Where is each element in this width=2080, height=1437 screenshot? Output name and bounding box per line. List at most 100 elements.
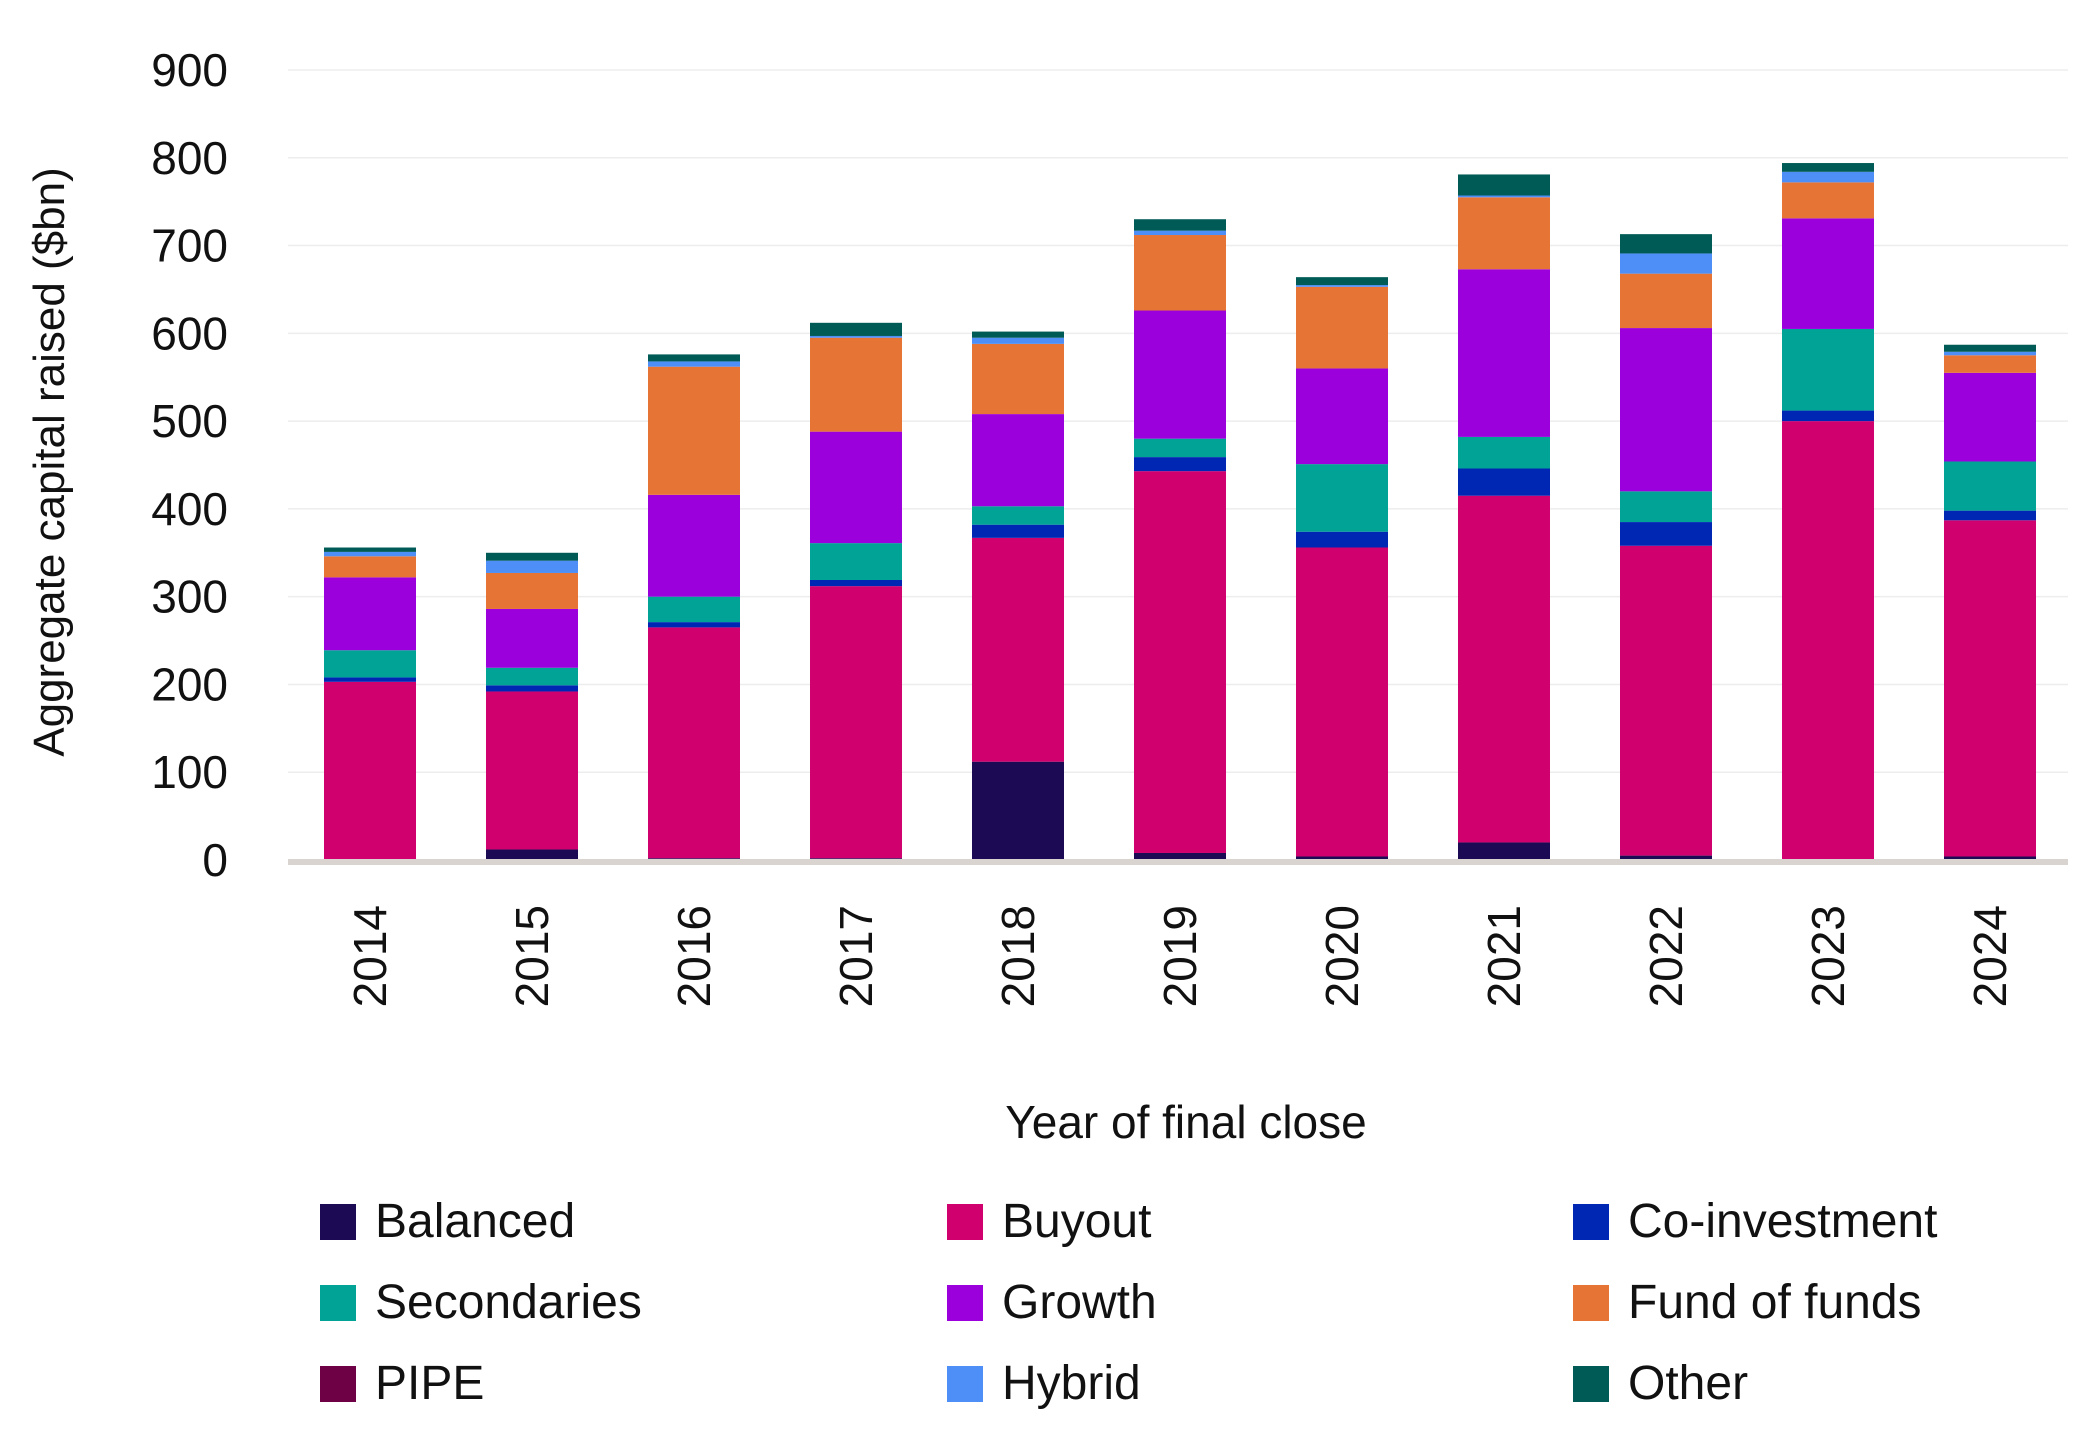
legend-swatch-other [1573,1366,1609,1402]
x-tick-label: 2020 [1316,905,1368,1007]
bar-segment-co-investment-2019 [1134,457,1226,472]
legend-swatch-pipe [320,1366,356,1402]
bar-segment-co-investment-2022 [1620,522,1712,546]
y-tick-label: 900 [151,44,228,96]
bar-segment-balanced-2019 [1134,852,1226,860]
legend-swatch-hybrid [947,1366,983,1402]
bar-segment-other-2014 [324,547,416,552]
bar-segment-secondaries-2018 [972,506,1064,525]
bar-segment-co-investment-2021 [1458,468,1550,496]
bar-segment-hybrid-2023 [1782,171,1874,183]
x-tick-label: 2017 [830,905,882,1007]
y-tick-label: 500 [151,395,228,447]
bar-segment-other-2017 [810,322,902,336]
bar-segment-fund-of-funds-2024 [1944,355,2036,373]
bar-segment-buyout-2020 [1296,547,1388,857]
bar-segment-growth-2015 [486,608,578,668]
bar-segment-other-2020 [1296,277,1388,286]
bar-segment-fund-of-funds-2018 [972,343,1064,415]
bar-segment-co-investment-2015 [486,685,578,692]
bar-segment-buyout-2015 [486,691,578,850]
y-axis-label: Aggregate capital raised ($bn) [25,167,74,756]
bar-segment-other-2016 [648,354,740,362]
y-tick-label: 100 [151,746,228,798]
bar-segment-buyout-2016 [648,627,740,859]
bar-segment-growth-2020 [1296,368,1388,465]
legend-swatch-co-investment [1573,1204,1609,1240]
bar-segment-growth-2023 [1782,218,1874,329]
legend-swatch-balanced [320,1204,356,1240]
x-tick-label: 2021 [1478,905,1530,1007]
bar-segment-fund-of-funds-2014 [324,556,416,578]
legend-label-balanced: Balanced [375,1195,575,1248]
legend-swatch-fund-of-funds [1573,1285,1609,1321]
bar-segment-buyout-2021 [1458,495,1550,843]
bar-segment-growth-2017 [810,431,902,544]
bar-segment-co-investment-2016 [648,622,740,628]
bar-segment-secondaries-2024 [1944,461,2036,511]
x-tick-label: 2023 [1802,905,1854,1007]
bar-segment-buyout-2014 [324,681,416,860]
bar-segment-growth-2024 [1944,372,2036,462]
bar-segment-fund-of-funds-2021 [1458,197,1550,270]
bar-segment-hybrid-2016 [648,361,740,367]
y-tick-label: 300 [151,571,228,623]
legend-label-fund-of-funds: Fund of funds [1628,1276,1922,1329]
bar-segment-other-2022 [1620,234,1712,254]
bar-segment-growth-2014 [324,577,416,651]
x-axis-label: Year of final close [1005,1096,1366,1148]
bar-segment-hybrid-2018 [972,337,1064,344]
bar-segment-hybrid-2019 [1134,230,1226,236]
bar-segment-buyout-2018 [972,537,1064,762]
bar-segment-secondaries-2019 [1134,438,1226,458]
legend-swatch-buyout [947,1204,983,1240]
y-axis-ticks: 0 100 200 300 400 500 600 700 800 900 [151,44,228,886]
x-tick-label: 2019 [1154,905,1206,1007]
bar-segment-hybrid-2021 [1458,195,1550,198]
bar-segment-other-2023 [1782,163,1874,172]
bar-segment-buyout-2024 [1944,520,2036,857]
bar-segment-growth-2019 [1134,310,1226,439]
x-axis-ticks: 2014 2015 2016 2017 2018 2019 2020 2021 2022 2023… [344,905,2016,1007]
legend-swatch-growth [947,1285,983,1321]
legend: Balanced Buyout Co-investment Secondaries Gr… [320,1195,1937,1410]
y-tick-label: 200 [151,658,228,710]
bar-segment-co-investment-2024 [1944,510,2036,521]
bar-segment-secondaries-2016 [648,596,740,623]
bar-segment-balanced-2021 [1458,842,1550,860]
bar-segment-secondaries-2020 [1296,464,1388,532]
bar-segment-co-investment-2017 [810,579,902,587]
bar-segment-hybrid-2020 [1296,285,1388,287]
bar-segment-hybrid-2014 [324,551,416,557]
bar-segment-hybrid-2015 [486,560,578,573]
bar-segment-other-2019 [1134,219,1226,231]
bar-segment-balanced-2022 [1620,855,1712,860]
bar-segment-secondaries-2015 [486,667,578,686]
bar-segment-buyout-2022 [1620,545,1712,856]
bar-segment-co-investment-2020 [1296,531,1388,548]
bar-segment-growth-2022 [1620,328,1712,492]
y-tick-label: 600 [151,307,228,359]
legend-label-pipe: PIPE [375,1357,484,1410]
bar-segment-hybrid-2022 [1620,253,1712,274]
bar-segment-growth-2016 [648,494,740,597]
bar-segment-co-investment-2014 [324,677,416,682]
bar-segment-balanced-2020 [1296,856,1388,860]
x-tick-label: 2014 [344,905,396,1007]
bar-segment-growth-2018 [972,414,1064,507]
bar-segment-fund-of-funds-2016 [648,366,740,495]
y-tick-label: 0 [202,834,228,886]
bar-segment-other-2021 [1458,174,1550,196]
bar-segment-other-2018 [972,331,1064,338]
legend-label-buyout: Buyout [1002,1195,1151,1248]
bar-segment-growth-2021 [1458,269,1550,437]
bar-segment-secondaries-2017 [810,543,902,580]
legend-label-hybrid: Hybrid [1002,1357,1141,1410]
bar-segment-co-investment-2018 [972,524,1064,538]
bars [324,163,2036,860]
x-tick-label: 2016 [668,905,720,1007]
bar-segment-secondaries-2021 [1458,436,1550,469]
bar-segment-balanced-2015 [486,849,578,860]
y-tick-label: 700 [151,220,228,272]
